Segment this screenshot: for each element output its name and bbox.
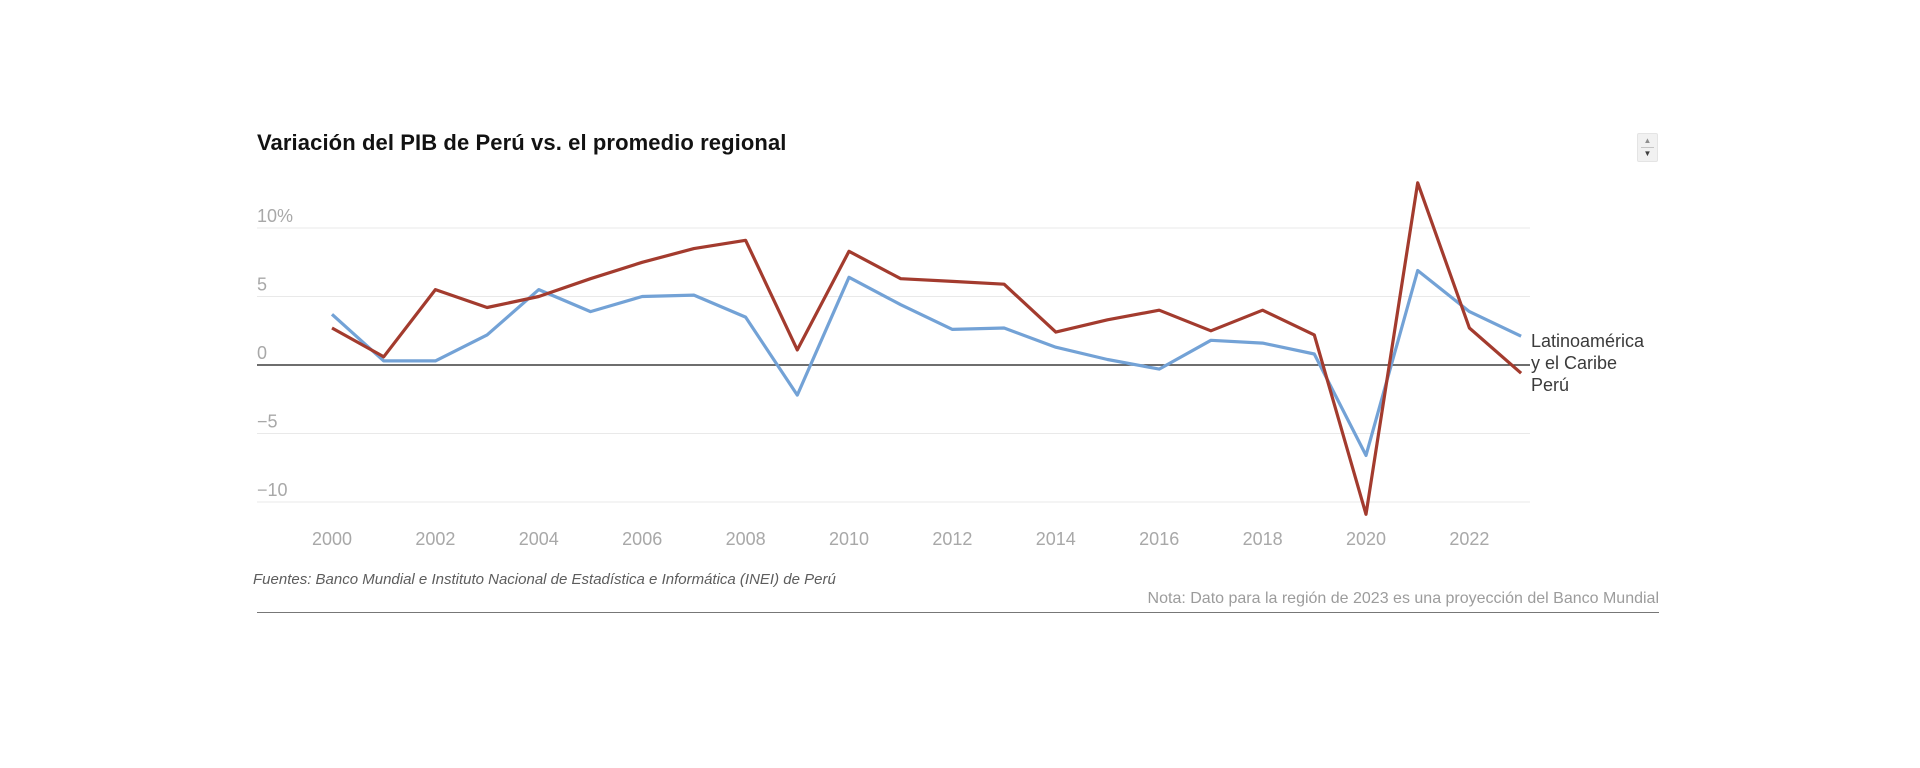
x-tick-label: 2000: [312, 529, 352, 549]
caret-up-icon[interactable]: ▲: [1643, 136, 1652, 145]
chart-title: Variación del PIB de Perú vs. el promedi…: [257, 130, 787, 155]
x-tick-label: 2010: [829, 529, 869, 549]
x-tick-label: 2008: [726, 529, 766, 549]
series-line-peru: [331, 181, 1523, 516]
y-tick-label: −5: [257, 412, 278, 432]
y-tick-label: 0: [257, 343, 267, 363]
x-tick-label: 2020: [1346, 529, 1386, 549]
y-tick-label: 10%: [257, 206, 293, 226]
x-tick-label: 2016: [1139, 529, 1179, 549]
x-tick-label: 2006: [622, 529, 662, 549]
x-tick-label: 2022: [1449, 529, 1489, 549]
chart-stepper[interactable]: ▲ ▼: [1637, 133, 1658, 162]
caret-down-icon[interactable]: ▼: [1643, 149, 1652, 158]
x-tick-label: 2002: [415, 529, 455, 549]
divider: [257, 612, 1659, 613]
legend-label-peru: Perú: [1531, 375, 1570, 395]
sources-text: Fuentes: Banco Mundial e Instituto Nacio…: [253, 571, 836, 588]
note-text: Nota: Dato para la región de 2023 es una…: [1147, 590, 1659, 607]
x-tick-label: 2018: [1243, 529, 1283, 549]
legend-label-latam-line1: Latinoamérica: [1531, 331, 1645, 351]
series-line-latam: [330, 268, 1522, 457]
stepper-divider: [1641, 147, 1654, 148]
y-tick-label: −10: [257, 480, 288, 500]
x-tick-label: 2014: [1036, 529, 1076, 549]
x-tick-label: 2004: [519, 529, 559, 549]
y-tick-label: 5: [257, 275, 267, 295]
legend-label-latam-line2: y el Caribe: [1531, 353, 1618, 373]
x-tick-label: 2012: [932, 529, 972, 549]
